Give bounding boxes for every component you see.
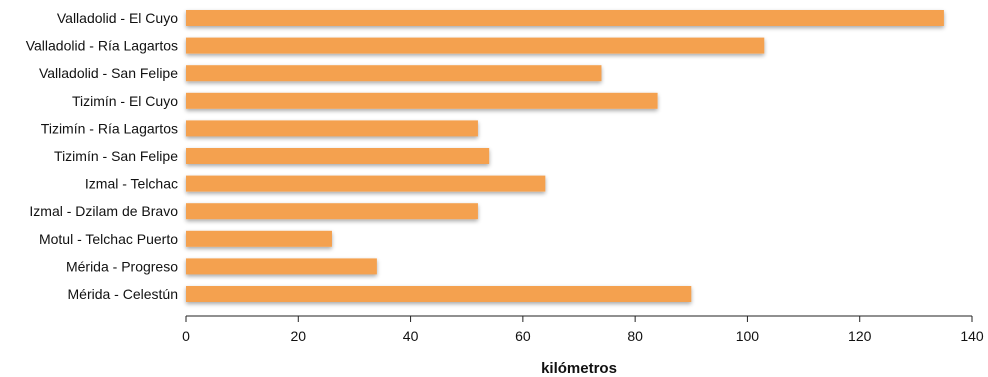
x-tick-label: 140 (960, 328, 984, 344)
category-label: Valladolid - El Cuyo (57, 10, 178, 26)
bar (186, 10, 944, 26)
bar (186, 120, 478, 137)
category-label: Izmal - Telchac (85, 176, 178, 192)
x-tick-label: 100 (736, 328, 760, 344)
x-tick-label: 120 (848, 328, 872, 344)
x-tick-label: 60 (515, 328, 531, 344)
bar (186, 175, 546, 192)
category-label: Valladolid - Ría Lagartos (26, 38, 178, 54)
category-label: Tizimín - San Felipe (54, 148, 178, 164)
category-labels: Valladolid - El Cuyo Valladolid - Ría Lag… (26, 10, 178, 302)
bar (186, 203, 478, 220)
category-label: Valladolid - San Felipe (39, 65, 178, 81)
x-tick-label: 20 (290, 328, 306, 344)
x-tick-label: 40 (403, 328, 419, 344)
x-tick-label: 0 (182, 328, 190, 344)
category-label: Tizimín - El Cuyo (72, 93, 178, 109)
category-label: Mérida - Progreso (66, 258, 178, 274)
bars-group (186, 10, 944, 302)
bar (186, 258, 377, 275)
category-label: Motul - Telchac Puerto (39, 231, 178, 247)
bar (186, 286, 692, 302)
x-axis-ticks: 0 20 40 60 80 100 120 140 (182, 316, 984, 344)
x-tick-label: 80 (627, 328, 643, 344)
bar (186, 230, 332, 247)
x-axis-title: kilómetros (541, 360, 617, 377)
bar (186, 148, 490, 164)
category-label: Tizimín - Ría Lagartos (41, 120, 178, 136)
category-label: Mérida - Celestún (68, 286, 179, 302)
category-label: Izmal - Dzilam de Bravo (29, 203, 178, 219)
bar (186, 65, 602, 82)
bar (186, 92, 658, 109)
bar (186, 37, 765, 54)
